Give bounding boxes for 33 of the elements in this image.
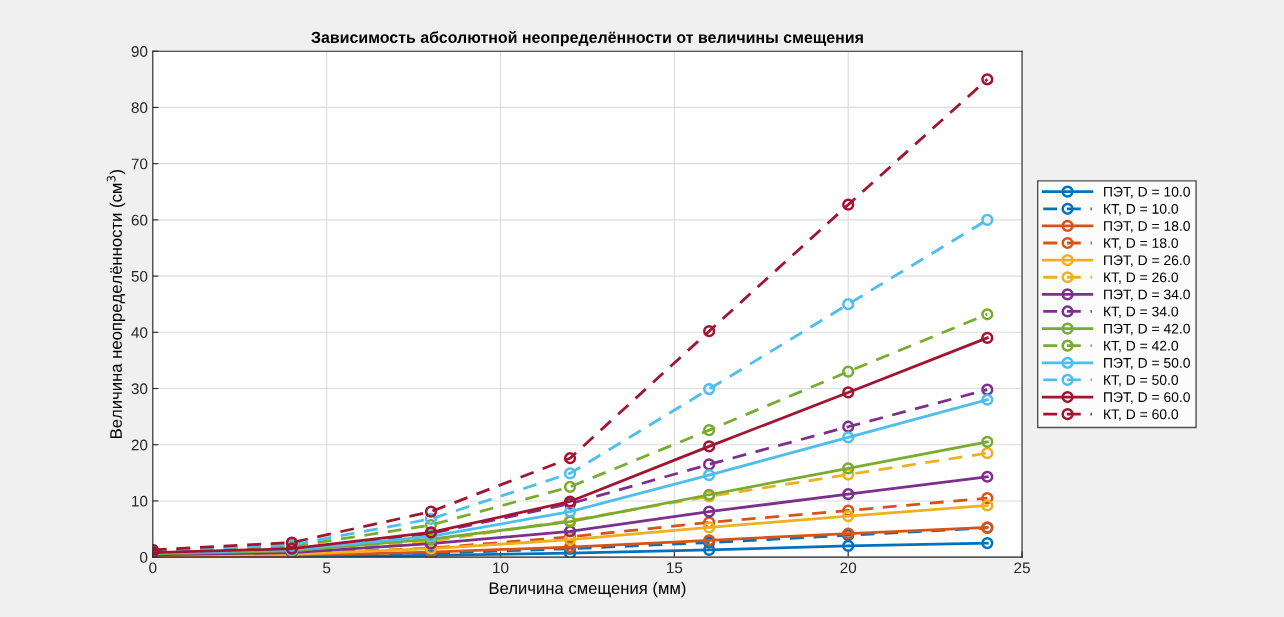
y-tick-label: 50	[131, 270, 148, 282]
legend-label: КТ, D = 34.0	[1104, 306, 1179, 319]
legend-label: КТ, D = 26.0	[1104, 272, 1179, 284]
legend-label: КТ, D = 18.0	[1104, 238, 1179, 250]
legend-label: ПЭТ, D = 50.0	[1104, 357, 1190, 370]
legend-label: КТ, D = 60.0	[1104, 409, 1179, 421]
x-tick-label: 10	[493, 562, 509, 574]
y-tick-label: 70	[131, 158, 148, 170]
y-tick-label: 60	[131, 214, 148, 226]
y-axis-title: Величина неопределённости (см$^{3}$)	[106, 170, 126, 438]
legend-label: ПЭТ, D = 10.0	[1104, 186, 1190, 199]
y-tick-label: 80	[131, 102, 148, 114]
legend-label: ПЭТ, D = 26.0	[1104, 255, 1190, 267]
legend-label: ПЭТ, D = 18.0	[1104, 221, 1190, 233]
y-tick-label: 0	[140, 552, 148, 563]
x-tick-label: 5	[323, 562, 331, 574]
y-tick-label: 20	[131, 439, 148, 451]
x-tick-label: 25	[1014, 562, 1030, 574]
chart-title: Зависимость абсолютной неопределённости от величины смещения	[311, 30, 863, 47]
legend-label: ПЭТ, D = 42.0	[1104, 323, 1190, 336]
x-tick-label: 0	[149, 562, 157, 574]
x-axis-title: Величина смещения (мм)	[489, 581, 686, 598]
legend-label: ПЭТ, D = 34.0	[1104, 289, 1190, 301]
legend-label: КТ, D = 10.0	[1104, 203, 1179, 216]
y-tick-label: 90	[131, 46, 148, 57]
x-tick-label: 20	[840, 562, 857, 574]
legend-label: ПЭТ, D = 60.0	[1104, 392, 1190, 404]
x-tick-label: 15	[667, 562, 683, 574]
y-tick-label: 30	[131, 383, 148, 395]
legend-label: КТ, D = 50.0	[1104, 375, 1179, 387]
y-tick-label: 40	[131, 327, 148, 338]
legend-label: КТ, D = 42.0	[1104, 340, 1179, 353]
y-tick-label: 10	[132, 495, 148, 507]
